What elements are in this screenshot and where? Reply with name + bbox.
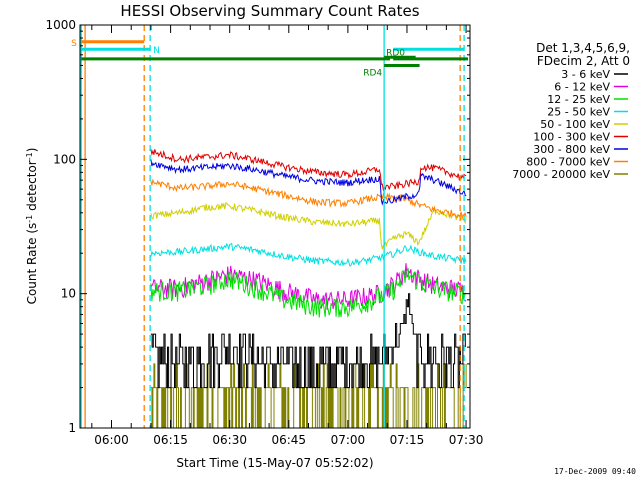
legend-label-50-100-kev: 50 - 100 keV bbox=[540, 118, 610, 131]
series-layer bbox=[150, 149, 467, 428]
y-axis: 1 10 100 1000 bbox=[45, 18, 470, 435]
legend-label-25-50-kev: 25 - 50 keV bbox=[547, 106, 610, 119]
series-12-25-kev bbox=[150, 267, 467, 318]
x-axis-label: Start Time (15-May-07 05:52:02) bbox=[176, 456, 373, 470]
y-tick-label-10: 10 bbox=[61, 287, 76, 301]
x-tick-label-06-30: 06:30 bbox=[212, 433, 247, 447]
y-tick-label-1: 1 bbox=[68, 421, 76, 435]
flag-label-n: N bbox=[153, 46, 160, 56]
timestamp: 17-Dec-2009 09:40 bbox=[554, 467, 636, 476]
event-lines bbox=[80, 25, 465, 428]
legend-label-3-6-kev: 3 - 6 keV bbox=[561, 68, 610, 81]
y-tick-label-100: 100 bbox=[53, 152, 76, 166]
series-25-50-kev bbox=[150, 242, 467, 267]
x-tick-label-07-00: 07:00 bbox=[331, 433, 366, 447]
series-line-50-100-kev bbox=[150, 202, 467, 250]
x-tick-label-07-15: 07:15 bbox=[390, 433, 425, 447]
series-300-800-kev bbox=[150, 159, 467, 206]
legend: Det 1,3,4,5,6,9,FDecim 2, Att 03 - 6 keV… bbox=[512, 41, 630, 181]
x-tick-label-07-30: 07:30 bbox=[449, 433, 484, 447]
legend-label-12-25-kev: 12 - 25 keV bbox=[547, 93, 610, 106]
series-line-3-6-kev bbox=[150, 293, 466, 389]
plot-frame bbox=[79, 24, 471, 429]
legend-header-1: FDecim 2, Att 0 bbox=[537, 54, 630, 68]
chart-title: HESSI Observing Summary Count Rates bbox=[120, 2, 419, 20]
y-tick-label-1000: 1000 bbox=[45, 18, 76, 32]
series-line-300-800-kev bbox=[150, 159, 467, 206]
x-tick-label-06-45: 06:45 bbox=[271, 433, 306, 447]
series-3-6-kev bbox=[150, 293, 466, 389]
series-line-7000-20000-kev bbox=[150, 363, 467, 428]
series-line-100-300-kev bbox=[150, 149, 467, 192]
flag-label-rd0: RD0 bbox=[386, 48, 405, 58]
legend-label-800-7000-kev: 800 - 7000 keV bbox=[526, 156, 610, 169]
legend-label-7000-20000-kev: 7000 - 20000 keV bbox=[512, 168, 610, 181]
legend-header-0: Det 1,3,4,5,6,9, bbox=[536, 41, 630, 55]
series-50-100-kev bbox=[150, 202, 467, 250]
series-line-25-50-kev bbox=[150, 242, 467, 267]
legend-label-300-800-kev: 300 - 800 keV bbox=[533, 143, 610, 156]
series-100-300-kev bbox=[150, 149, 467, 192]
series-800-7000-kev bbox=[150, 178, 467, 219]
flag-bars: S N RD0 RD4 bbox=[71, 39, 469, 78]
y-axis-label: Count Rate (s-1 detector-1) bbox=[25, 148, 39, 305]
series-line-12-25-kev bbox=[150, 267, 467, 318]
x-axis: 06:00 06:15 06:30 06:45 07:00 07:15 07:30 bbox=[91, 25, 484, 447]
flag-label-rd4: RD4 bbox=[363, 68, 382, 78]
series-line-800-7000-kev bbox=[150, 178, 467, 219]
x-tick-label-06-00: 06:00 bbox=[94, 433, 129, 447]
legend-label-6-12-kev: 6 - 12 keV bbox=[554, 81, 610, 94]
series-7000-20000-kev bbox=[150, 363, 467, 428]
x-tick-label-06-15: 06:15 bbox=[153, 433, 188, 447]
legend-label-100-300-kev: 100 - 300 keV bbox=[533, 131, 610, 144]
flag-label-s: S bbox=[71, 39, 77, 49]
